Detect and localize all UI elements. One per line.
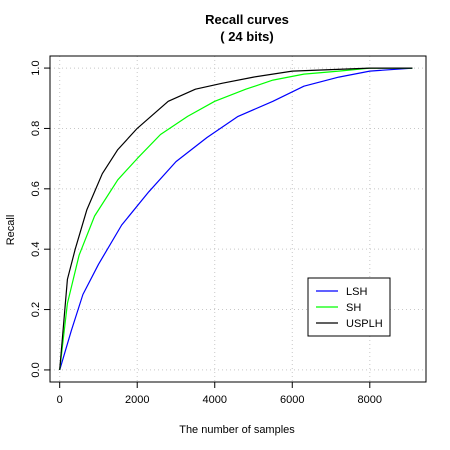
y-tick-label: 0.0 [30,362,42,377]
legend-label-sh: SH [346,302,361,314]
series-line-sh [59,67,413,370]
series-line-usplh [59,67,413,370]
y-axis-label: Recall [5,215,17,246]
series-lines [59,67,413,371]
chart-title: Recall curves [205,12,289,27]
x-axis-label: The number of samples [179,424,295,436]
y-tick-label: 0.6 [30,181,42,196]
x-tick-label: 2000 [125,394,149,406]
x-tick-label: 4000 [203,394,227,406]
x-axis: 0 2000 4000 6000 8000 [57,382,382,406]
y-tick-label: 0.8 [30,121,42,136]
grid [50,56,426,382]
y-tick-label: 0.4 [30,242,42,257]
legend-label-lsh: LSH [346,286,367,298]
y-axis: 0.0 0.2 0.4 0.6 0.8 1.0 [30,60,50,378]
chart-subtitle: ( 24 bits) [220,29,273,44]
legend-label-usplh: USPLH [346,318,383,330]
legend: LSH SH USPLH [307,277,391,337]
x-tick-label: 0 [57,394,63,406]
plot-frame [49,55,427,383]
x-tick-label: 6000 [280,394,304,406]
y-tick-label: 1.0 [30,60,42,75]
x-tick-label: 8000 [358,394,382,406]
y-tick-label: 0.2 [30,302,42,317]
series-line-lsh [59,67,413,371]
